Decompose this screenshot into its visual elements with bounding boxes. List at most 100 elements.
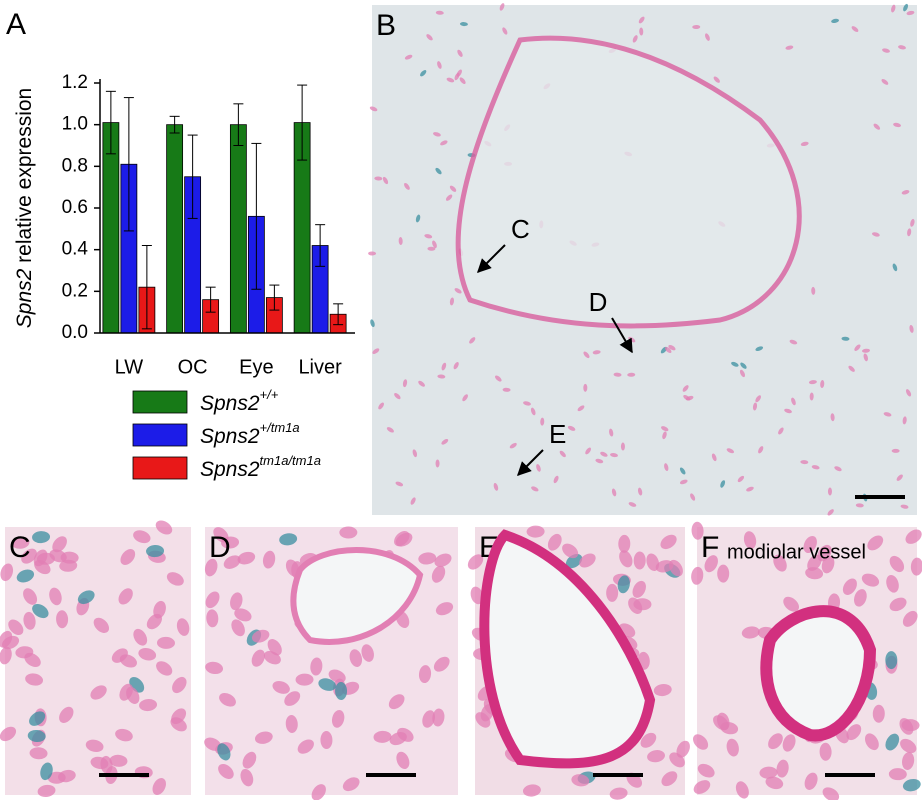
cell [435,602,454,616]
cell [841,336,850,341]
cell [156,636,175,649]
cell [388,694,405,710]
cell [691,521,704,540]
cell [32,531,51,544]
cell [372,348,380,354]
cell [415,214,421,223]
cell [437,374,446,379]
cell [374,176,383,181]
cell [32,603,49,619]
cell [509,442,517,449]
cell [705,33,710,41]
y-tick-label: 0.0 [62,322,88,343]
cell [577,405,585,412]
cell [90,756,109,770]
cell [467,554,484,570]
cell [56,610,69,629]
cell [52,536,67,553]
cell [404,182,410,190]
cell [653,683,672,697]
cell [310,657,323,676]
cell [676,740,690,758]
cell [418,380,425,387]
cell [633,551,646,570]
cell [717,564,730,583]
cell [902,416,907,425]
cell [851,26,859,32]
cell [440,140,448,146]
cell [827,487,832,496]
cell [297,739,314,754]
cell [609,787,628,800]
cell [318,678,336,691]
cell [820,380,825,389]
cell [469,337,476,344]
cell [811,465,820,470]
cell [234,608,252,622]
cell [655,560,674,573]
cell [902,752,915,770]
cell [804,772,818,790]
cell [446,77,455,83]
cell [445,194,453,201]
cell [885,651,898,670]
cell [254,731,273,744]
cell [166,572,184,586]
cell [693,780,711,794]
cell [846,724,862,741]
cell [898,45,906,50]
cell [809,392,814,401]
cell [889,597,907,612]
cell [221,536,240,549]
cell [59,706,74,723]
cell [153,600,166,619]
error-bar [233,103,244,146]
cell [369,106,378,112]
cell [773,554,787,572]
cell [808,380,817,385]
cell [230,592,243,611]
micrograph: C [0,520,191,798]
cell [118,588,133,605]
cell [743,531,757,550]
arrow [477,244,506,273]
cell [559,450,566,458]
cell [262,550,276,569]
error-bar [251,142,262,290]
y-tick-label: 0.8 [62,155,88,176]
x-tick-label: Liver [298,356,342,378]
cell [892,263,898,272]
cell [704,555,718,573]
cell [618,534,631,553]
legend-label: Spns2+/tm1a [200,420,300,447]
y-tick-label: 1.2 [62,72,88,93]
cell [662,431,667,440]
cell [647,750,665,763]
cell [176,618,190,636]
cell [90,685,107,700]
cell [502,387,511,392]
cell [910,218,915,227]
cell [819,742,832,761]
cell [891,448,900,453]
cell [803,536,817,554]
cell [85,739,104,753]
cell [24,652,41,668]
cell [901,190,910,195]
cell [398,237,403,245]
cell [611,488,617,497]
panel-label: F [701,531,719,564]
cell [585,447,592,455]
cell [619,550,633,568]
y-tick-label: 0.6 [62,197,88,218]
cell [172,676,187,694]
error-bar [187,134,198,219]
cell [613,372,622,377]
cell [402,379,408,388]
cell [394,531,410,547]
cell [885,733,900,751]
cell [669,752,685,768]
cell [903,3,909,12]
error-bar [269,284,280,311]
